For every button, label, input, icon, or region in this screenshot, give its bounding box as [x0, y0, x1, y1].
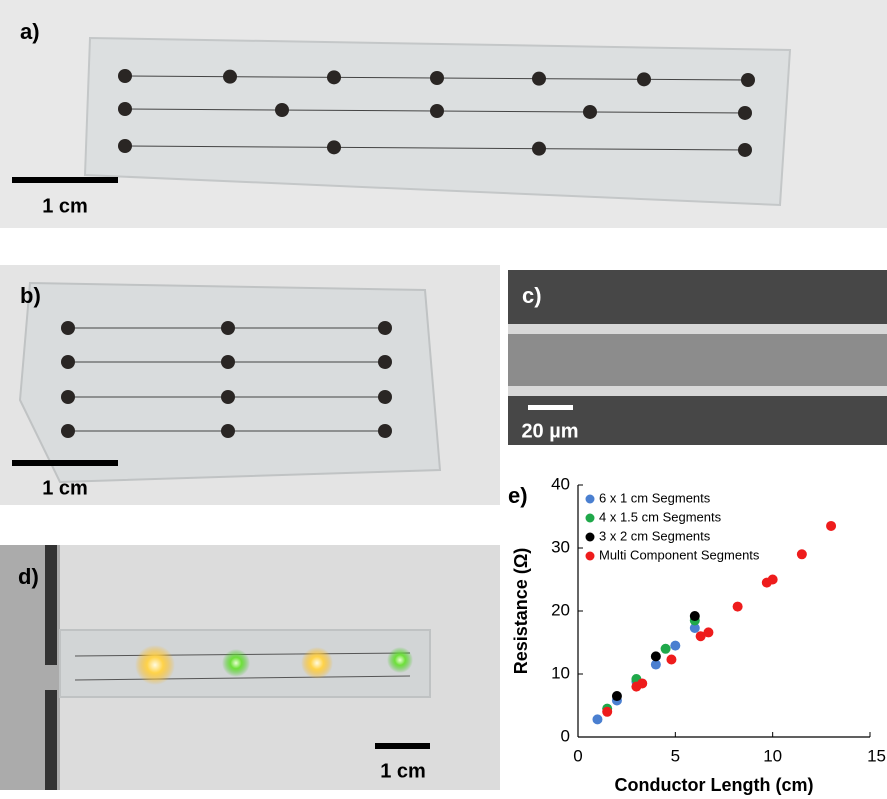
conductor [74, 675, 411, 681]
scale-bar [528, 405, 573, 410]
contact-pad [221, 321, 235, 335]
glass-slide [18, 281, 442, 484]
contact-pad [61, 355, 75, 369]
y-tick-label: 20 [551, 600, 570, 619]
panel-label: e) [508, 483, 528, 508]
data-point [689, 611, 700, 622]
contact-pad [378, 355, 392, 369]
panel-label: d) [18, 564, 39, 589]
panel-label: a) [20, 19, 40, 44]
contact-pad [738, 142, 752, 157]
contact-pad [532, 141, 546, 156]
y-axis-label: Resistance (Ω) [511, 548, 531, 674]
x-tick-label: 15 [867, 746, 886, 765]
contact-pad [430, 104, 444, 119]
y-tick-label: 0 [561, 726, 570, 745]
data-point [689, 623, 700, 634]
x-tick-label: 10 [763, 746, 782, 765]
data-point [732, 601, 743, 612]
y-tick-label: 40 [551, 474, 570, 493]
scale-bar-label: 1 cm [42, 477, 88, 499]
data-point [826, 520, 837, 531]
conductor [124, 145, 749, 151]
glass-slide [83, 36, 792, 207]
legend-marker [585, 513, 595, 523]
contact-pad [118, 102, 132, 116]
contact-pad [378, 390, 392, 404]
contact-pad [583, 104, 597, 119]
led [387, 647, 413, 673]
contact-pad [738, 105, 752, 120]
contact-pad [61, 390, 75, 404]
scale-bar [12, 460, 118, 466]
contact-pad [430, 71, 444, 86]
data-point [703, 627, 714, 638]
data-point [767, 574, 778, 585]
contact-pad [275, 103, 289, 118]
led [301, 647, 333, 679]
legend-label: 6 x 1 cm Segments [599, 490, 711, 505]
scale-bar [375, 743, 430, 749]
x-tick-label: 0 [573, 746, 582, 765]
contact-pad [327, 70, 341, 85]
scale-bar-label: 1 cm [42, 195, 88, 217]
contact-pad [378, 424, 392, 438]
wire-edge [508, 386, 887, 396]
led [222, 649, 250, 677]
contact-pad [741, 73, 755, 87]
x-axis-label: Conductor Length (cm) [615, 775, 814, 795]
data-point [611, 691, 622, 702]
legend-label: 3 x 2 cm Segments [599, 528, 711, 543]
scale-bar-label: 1 cm [380, 760, 426, 782]
panel-label: c) [522, 283, 542, 308]
wire-edge [508, 324, 887, 334]
led [135, 645, 175, 685]
data-point [666, 654, 677, 665]
wire [508, 332, 887, 388]
data-point [796, 549, 807, 560]
alligator-clip [45, 545, 57, 665]
legend-marker [585, 532, 595, 542]
data-point [637, 678, 648, 689]
legend-marker [585, 494, 595, 504]
legend-label: 4 x 1.5 cm Segments [599, 509, 722, 524]
contact-pad [61, 321, 75, 335]
contact-pad [378, 321, 392, 335]
data-point [695, 631, 706, 642]
data-point [660, 643, 671, 654]
data-point [670, 640, 681, 651]
data-point [650, 659, 661, 670]
contact-pad [221, 355, 235, 369]
data-point [650, 651, 661, 662]
panel-label: b) [20, 283, 41, 308]
legend-label: Multi Component Segments [599, 547, 760, 562]
contact-pad [637, 72, 651, 87]
data-point [592, 714, 603, 725]
contact-pad [221, 390, 235, 404]
data-point [602, 706, 613, 717]
conductor-pattern [118, 69, 755, 157]
scale-bar [12, 177, 118, 183]
conductor-pattern [61, 321, 392, 438]
scale-bar-label: 20 µm [521, 420, 578, 442]
contact-pad [532, 71, 546, 86]
legend-marker [585, 551, 595, 561]
contact-pad [118, 139, 132, 153]
contact-pad [221, 424, 235, 438]
contact-pad [223, 69, 237, 84]
chart: 0 10 20 30 40 0 5 10 15 Conductor Length (cm) Resi… [511, 474, 886, 794]
contact-pad [118, 69, 132, 83]
y-tick-label: 10 [551, 663, 570, 682]
alligator-clip [45, 690, 57, 790]
y-tick-label: 30 [551, 537, 570, 556]
contact-pad [61, 424, 75, 438]
x-tick-label: 5 [671, 746, 680, 765]
contact-pad [327, 140, 341, 155]
